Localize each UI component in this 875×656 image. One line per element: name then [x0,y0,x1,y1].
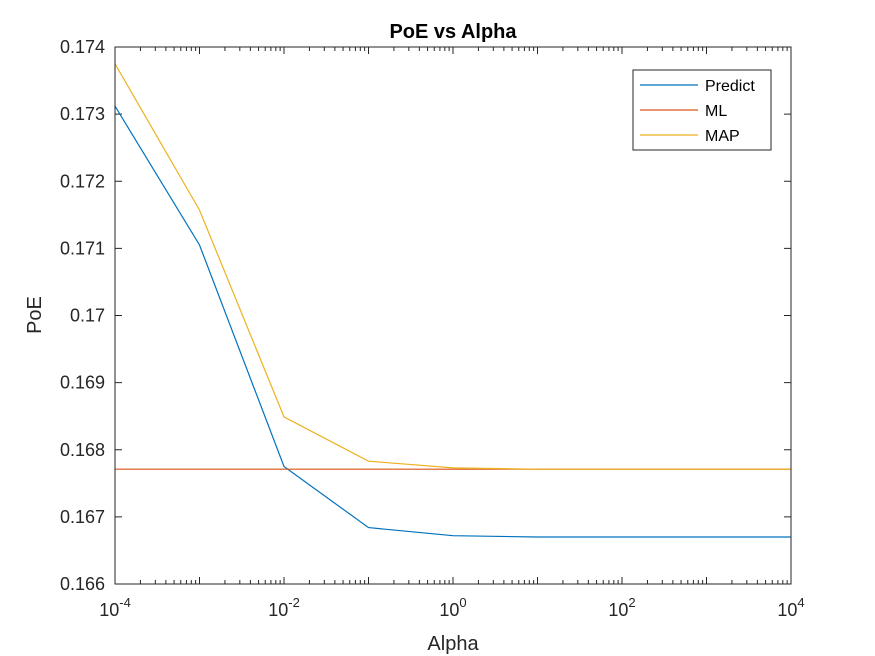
chart-title: PoE vs Alpha [389,21,517,43]
y-tick-label: 0.173 [60,104,105,124]
y-tick-label: 0.167 [60,507,105,527]
y-tick-label: 0.17 [70,306,105,326]
legend-label-predict: Predict [705,78,755,95]
axes-border [114,46,792,585]
y-tick-label: 0.172 [60,171,105,191]
legend-label-map: MAP [705,128,740,145]
y-tick-label: 0.174 [60,37,105,57]
y-tick-label: 0.169 [60,373,105,393]
x-axis-label: Alpha [427,633,479,655]
y-axis-label: PoE [24,296,46,334]
series-line-map [114,63,791,470]
y-tick-label: 0.171 [60,238,105,258]
series-line-predict [114,105,791,538]
y-tick-label: 0.168 [60,440,105,460]
legend: Predict ML MAP [632,69,772,151]
legend-label-ml: ML [705,103,727,120]
y-tick-label: 0.166 [60,574,105,594]
